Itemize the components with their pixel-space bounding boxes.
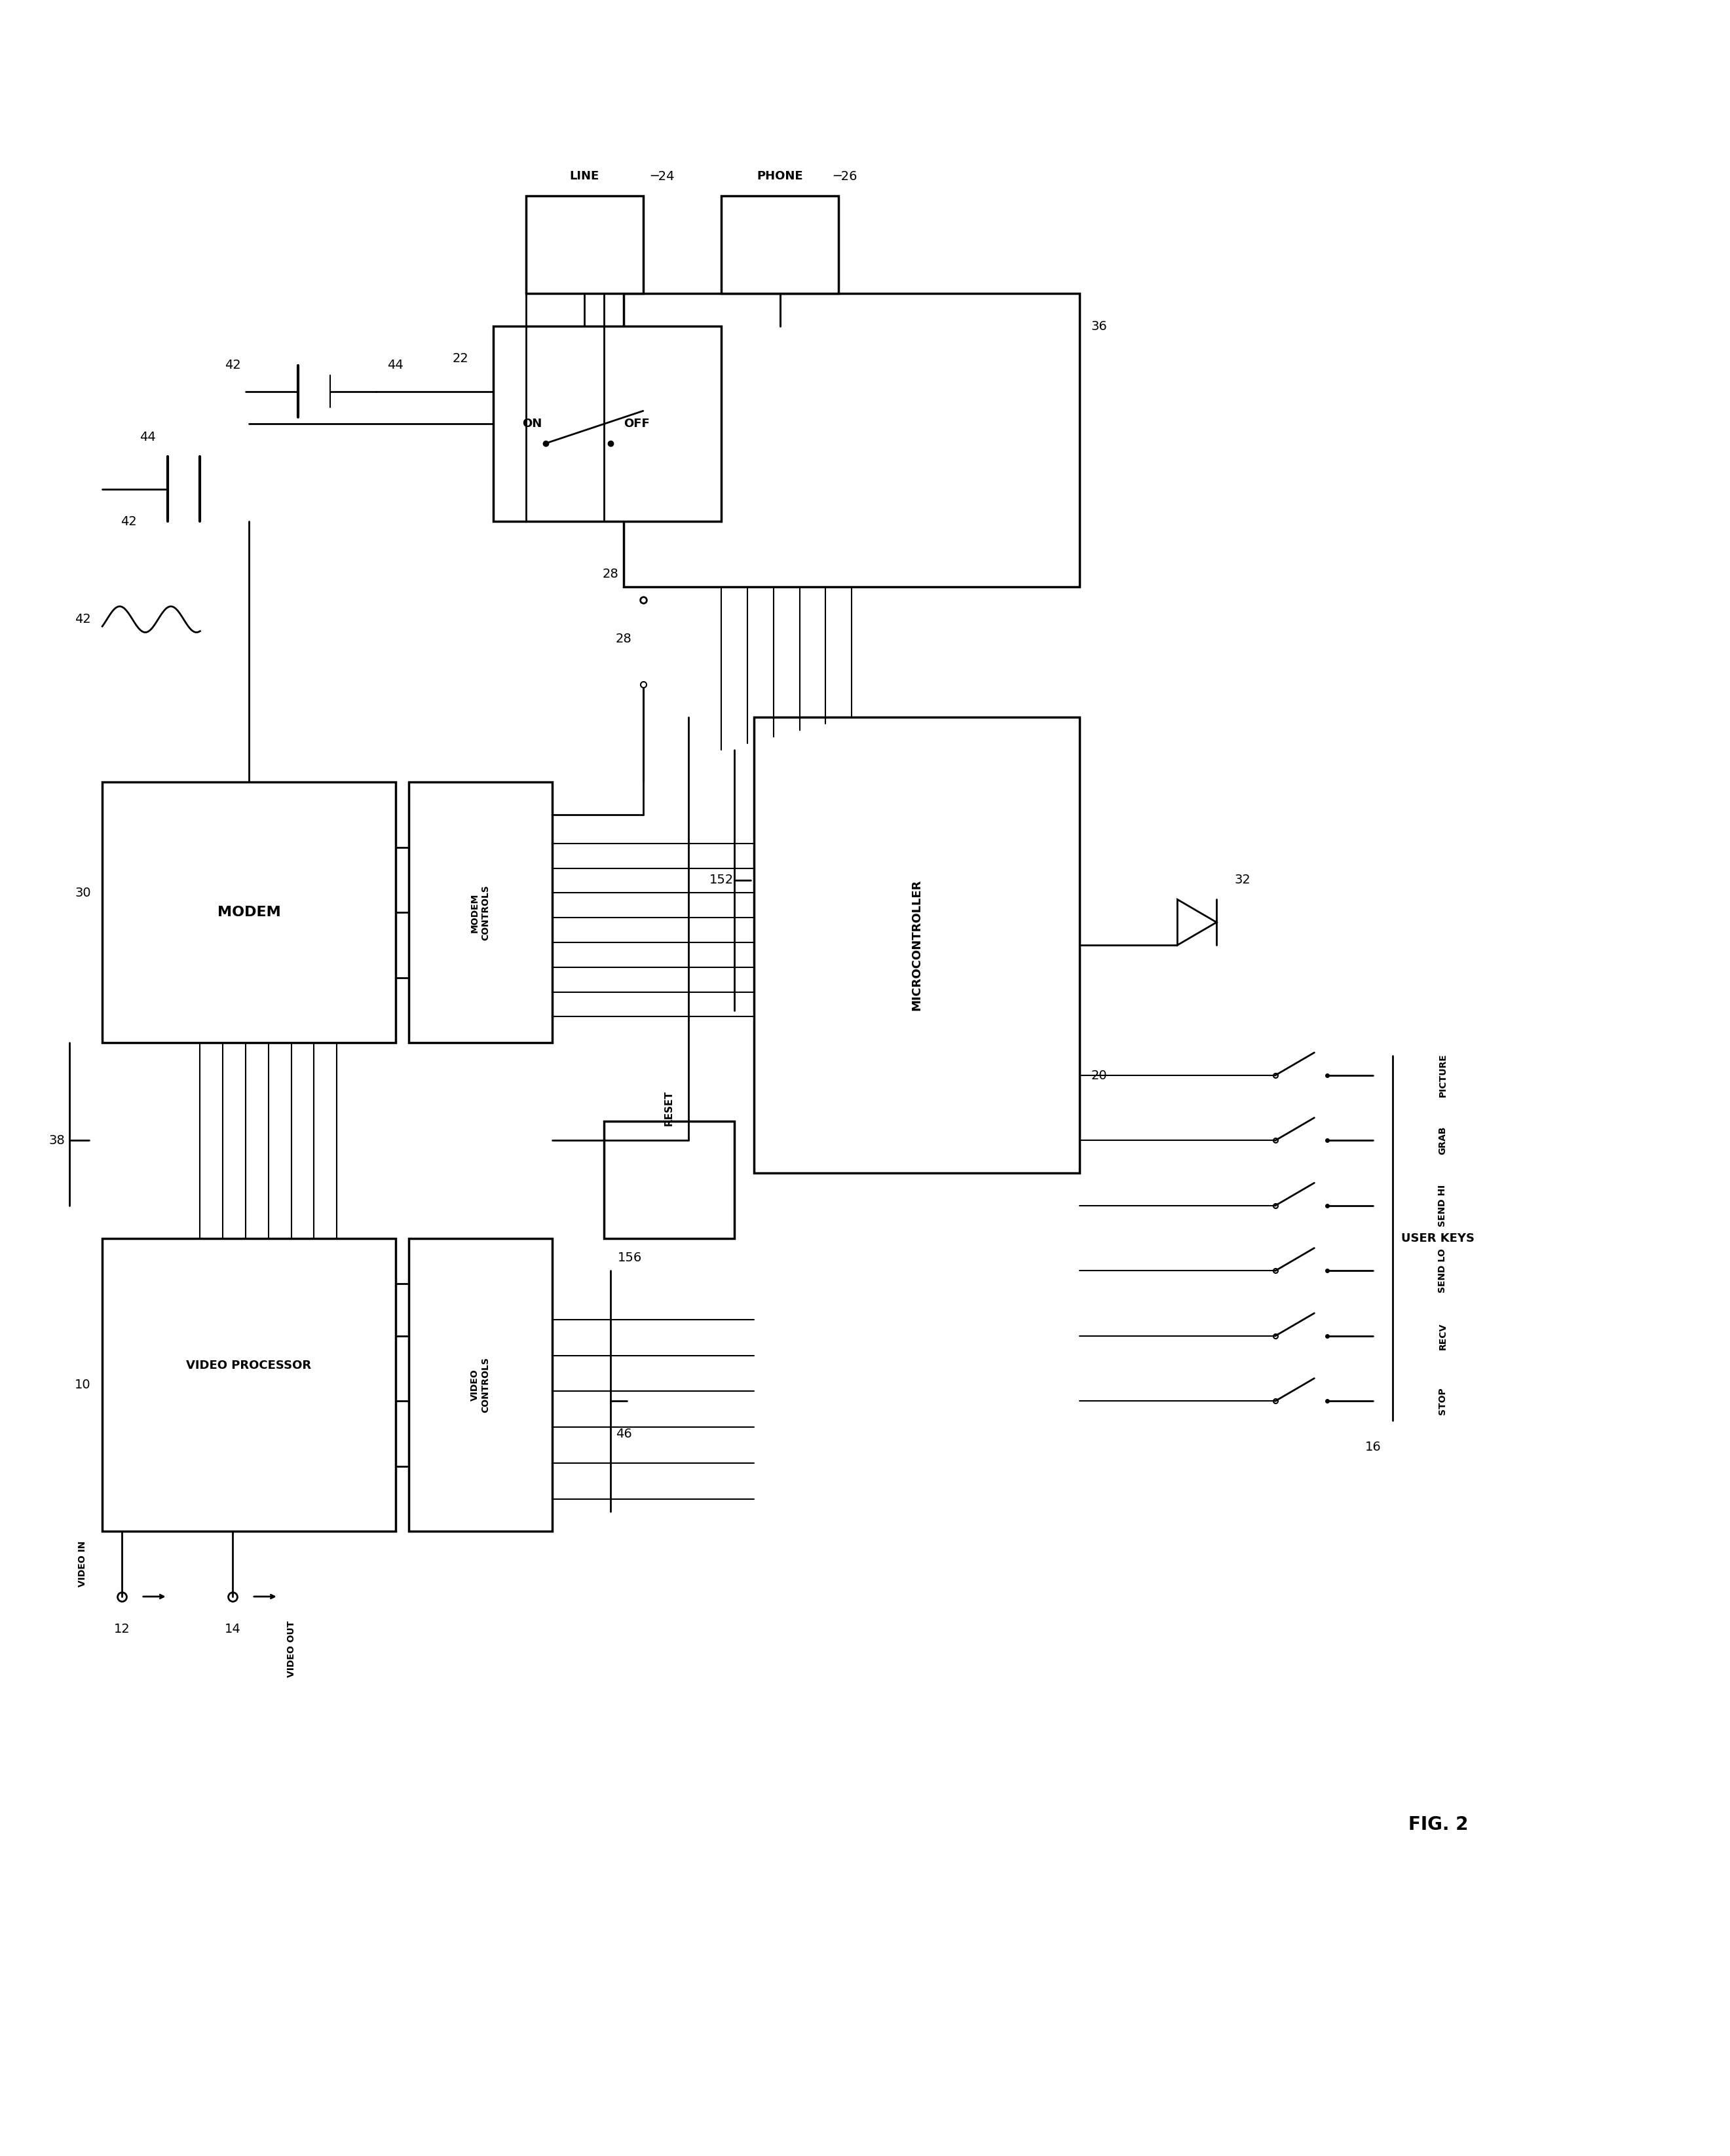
Text: RESET: RESET [664, 1091, 675, 1125]
Bar [102, 1238, 396, 1531]
Text: LINE: LINE [569, 170, 599, 183]
Text: 44: 44 [388, 360, 403, 371]
Text: 44: 44 [140, 431, 156, 444]
Text: PHONE: PHONE [756, 170, 803, 183]
Bar [604, 1121, 734, 1238]
Text: 10: 10 [74, 1378, 90, 1391]
Text: SEND LO: SEND LO [1438, 1248, 1448, 1294]
Text: ─26: ─26 [834, 170, 856, 183]
Text: 12: 12 [114, 1623, 130, 1636]
Text: OFF: OFF [623, 418, 650, 429]
Text: 16: 16 [1365, 1440, 1381, 1453]
Bar [754, 718, 1080, 1173]
Bar [623, 293, 1080, 586]
Bar [526, 196, 644, 293]
Text: 46: 46 [616, 1427, 631, 1440]
Text: ON: ON [522, 418, 541, 429]
Text: MODEM: MODEM [218, 906, 280, 918]
Text: VIDEO IN: VIDEO IN [78, 1542, 87, 1587]
Text: 156: 156 [618, 1253, 642, 1263]
Text: ─24: ─24 [650, 170, 675, 183]
Text: MODEM
CONTROLS: MODEM CONTROLS [471, 884, 490, 940]
Text: VIDEO PROCESSOR: VIDEO PROCESSOR [187, 1360, 311, 1371]
Bar [493, 326, 721, 522]
Bar [102, 783, 396, 1044]
Text: 38: 38 [48, 1134, 64, 1147]
Text: USER KEYS: USER KEYS [1401, 1233, 1474, 1244]
Text: 22: 22 [453, 354, 469, 364]
Text: 36: 36 [1092, 319, 1107, 332]
Text: 28: 28 [602, 567, 619, 580]
Text: FIG. 2: FIG. 2 [1408, 1815, 1469, 1835]
Bar [408, 783, 552, 1044]
Text: PICTURE: PICTURE [1438, 1054, 1448, 1097]
Text: GRAB: GRAB [1438, 1125, 1448, 1156]
Text: MICROCONTROLLER: MICROCONTROLLER [912, 880, 922, 1011]
Text: 42: 42 [74, 612, 92, 625]
Text: 14: 14 [225, 1623, 240, 1636]
Text: 30: 30 [74, 886, 90, 899]
Text: 42: 42 [225, 360, 240, 371]
Bar [721, 196, 839, 293]
Bar [408, 1238, 552, 1531]
Text: VIDEO OUT: VIDEO OUT [287, 1621, 296, 1677]
Text: 152: 152 [709, 873, 734, 886]
Text: 28: 28 [616, 632, 631, 645]
Text: STOP: STOP [1438, 1388, 1448, 1414]
Text: RECV: RECV [1438, 1322, 1448, 1350]
Text: VIDEO
CONTROLS: VIDEO CONTROLS [471, 1356, 490, 1412]
Text: 42: 42 [121, 515, 137, 528]
Text: SEND HI: SEND HI [1438, 1184, 1448, 1227]
Text: 20: 20 [1092, 1069, 1107, 1082]
Text: 32: 32 [1235, 873, 1251, 886]
